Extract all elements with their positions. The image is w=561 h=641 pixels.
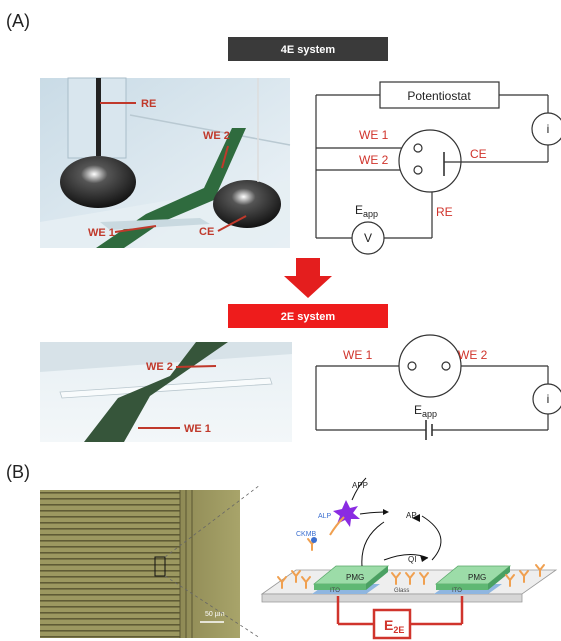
scale-bar-label: 50 µm [205,611,225,618]
label-we2: WE 2 [203,130,230,142]
down-arrow-icon [284,258,332,298]
label-re: RE [141,98,156,110]
circuit-4e-we2: WE 2 [359,153,389,167]
label-ito-right: ITO [452,588,462,594]
label-alp: ALP [318,513,332,520]
photo-2e-system: WE 2 WE 1 [40,342,292,442]
label-pmg-left: PMG [346,573,364,582]
circuit-4e-ce: CE [470,147,487,161]
label-glass: Glass [394,588,409,594]
droplet-left [60,156,136,208]
label-pmg-right: PMG [468,573,486,582]
banner-4e-label: 4E system [281,44,336,56]
droplet-right [213,180,281,228]
panel-b-letter: (B) [6,462,30,482]
label-ce: CE [199,226,214,238]
panel-a-letter: (A) [6,11,30,31]
ammeter-4e-label: i [547,122,550,136]
sensor-schematic [260,477,558,603]
micrograph: 50 µm [40,490,240,638]
e2e-circuit [336,596,464,640]
label-2e-we2: WE 2 [146,361,173,373]
label-we1: WE 1 [88,227,115,239]
label-app: APP [352,481,368,490]
label-e2e: E2E [384,617,404,635]
potentiostat-label: Potentiostat [407,89,471,103]
banner-2e [228,304,388,328]
circuit-4e-re: RE [436,205,453,219]
circuit-2e-eapp: Eapp [414,403,437,419]
banner-2e-label: 2E system [281,311,336,323]
label-ito-left: ITO [330,588,340,594]
ammeter-2e-label: i [547,392,550,406]
banner-4e [228,37,388,61]
circuit-2e-we2: WE 2 [458,348,488,362]
circuit-2e [315,334,561,440]
label-ckmb: CKMB [296,531,317,538]
circuit-4e-eapp: Eapp [355,203,378,219]
label-ap: AP [406,511,417,520]
circuit-4e [315,81,561,255]
photo-4e-system: RE WE 2 WE 1 CE [40,77,291,248]
label-2e-we1: WE 1 [184,423,211,435]
zoom-line-top [164,484,261,558]
label-qi: QI [408,555,416,564]
voltmeter-label: V [364,231,372,245]
circuit-4e-we1: WE 1 [359,128,389,142]
zoom-line-bottom [164,575,261,639]
circuit-2e-we1: WE 1 [343,348,373,362]
